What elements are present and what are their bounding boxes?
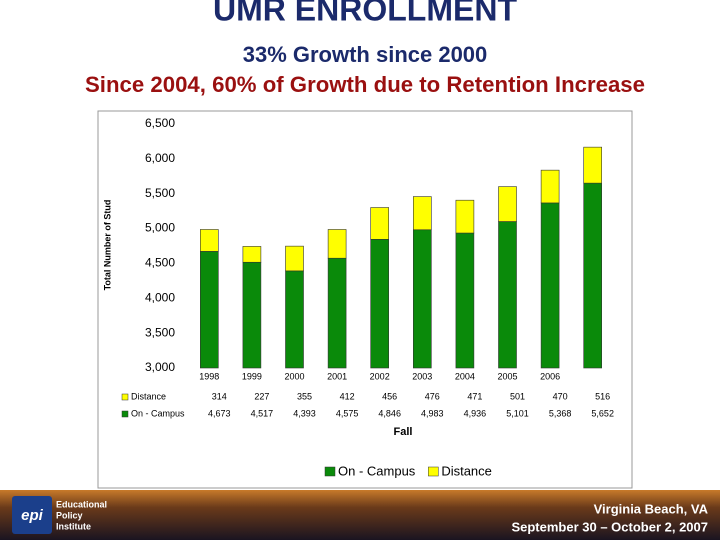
- bar-segment: [285, 245, 304, 272]
- x-tick-label: 1999: [242, 371, 262, 381]
- bar-segment: [200, 229, 219, 252]
- bar-segment: [242, 246, 262, 263]
- logo-text: Educational: [56, 499, 107, 509]
- bar-segment: [540, 202, 560, 369]
- table-value: 314: [212, 391, 227, 401]
- logo-box: [12, 496, 52, 534]
- table-key: [121, 410, 129, 418]
- bar-segment: [327, 229, 347, 259]
- bar-segment: [327, 257, 347, 369]
- x-tick-label: 2003: [412, 371, 432, 381]
- bar-segment: [455, 232, 475, 369]
- y-tick-label: 6,500: [145, 116, 175, 130]
- bar-segment: [583, 182, 603, 369]
- x-tick-label: 1998: [199, 371, 219, 381]
- table-value: 516: [595, 391, 610, 401]
- x-tick-label: 2000: [284, 371, 304, 381]
- table-value: 412: [340, 391, 355, 401]
- footer-dates: September 30 – October 2, 2007: [511, 519, 708, 534]
- table-value: 5,101: [506, 408, 529, 418]
- bar-segment: [200, 251, 219, 369]
- y-tick-label: 5,000: [145, 221, 175, 235]
- table-value: 470: [553, 391, 568, 401]
- bar-segment: [285, 270, 304, 369]
- table-value: 5,368: [549, 408, 572, 418]
- bar-segment: [455, 199, 475, 234]
- table-value: 4,846: [378, 408, 401, 418]
- footer-band: [0, 490, 720, 540]
- table-value: 456: [382, 391, 397, 401]
- bar-segment: [412, 196, 432, 231]
- table-value: 4,673: [208, 408, 231, 418]
- bar-segment: [370, 239, 390, 369]
- logo-text: Institute: [56, 521, 91, 531]
- y-tick-label: 6,000: [145, 151, 175, 165]
- table-value: 476: [425, 391, 440, 401]
- legend-swatch: [428, 466, 439, 477]
- x-tick-label: 2002: [370, 371, 390, 381]
- y-tick-label: 4,500: [145, 256, 175, 270]
- bar-segment: [370, 207, 390, 240]
- y-axis-label: Total Number of Stud: [102, 200, 112, 291]
- x-tick-label: 2004: [455, 371, 475, 381]
- y-tick-label: 4,000: [145, 290, 175, 304]
- bar-segment: [242, 261, 262, 369]
- x-tick-label: 2001: [327, 371, 347, 381]
- footer-place: Virginia Beach, VA: [594, 501, 709, 516]
- bar-segment: [540, 169, 560, 204]
- table-value: 501: [510, 391, 525, 401]
- x-axis-label: Fall: [394, 426, 413, 438]
- bar-segment: [583, 146, 603, 184]
- table-row-label: On - Campus: [131, 408, 185, 418]
- y-tick-label: 5,500: [145, 186, 175, 200]
- table-row-label: Distance: [131, 391, 166, 401]
- legend-label: Distance: [441, 463, 492, 478]
- logo-text: Policy: [56, 510, 83, 520]
- logo-mark: epi: [21, 507, 44, 524]
- note: Since 2004, 60% of Growth due to Retenti…: [85, 72, 645, 97]
- table-value: 5,652: [591, 408, 614, 418]
- table-value: 227: [254, 391, 269, 401]
- bar-segment: [498, 186, 517, 222]
- y-tick-label: 3,000: [145, 360, 175, 374]
- bar-segment: [412, 229, 432, 369]
- table-value: 4,575: [336, 408, 359, 418]
- x-tick-label: 2005: [497, 371, 517, 381]
- legend-swatch: [324, 466, 336, 477]
- y-tick-label: 3,500: [145, 325, 175, 339]
- legend-label: On - Campus: [338, 463, 416, 478]
- table-value: 355: [297, 391, 312, 401]
- table-value: 471: [467, 391, 482, 401]
- subtitle: 33% Growth since 2000: [243, 42, 488, 67]
- slide-title: UMR ENROLLMENT: [213, 0, 517, 27]
- table-value: 4,517: [251, 408, 274, 418]
- table-value: 4,936: [464, 408, 487, 418]
- x-tick-label: 2006: [540, 371, 560, 381]
- bar-segment: [498, 221, 517, 369]
- table-key: [121, 393, 129, 401]
- table-value: 4,983: [421, 408, 444, 418]
- table-value: 4,393: [293, 408, 316, 418]
